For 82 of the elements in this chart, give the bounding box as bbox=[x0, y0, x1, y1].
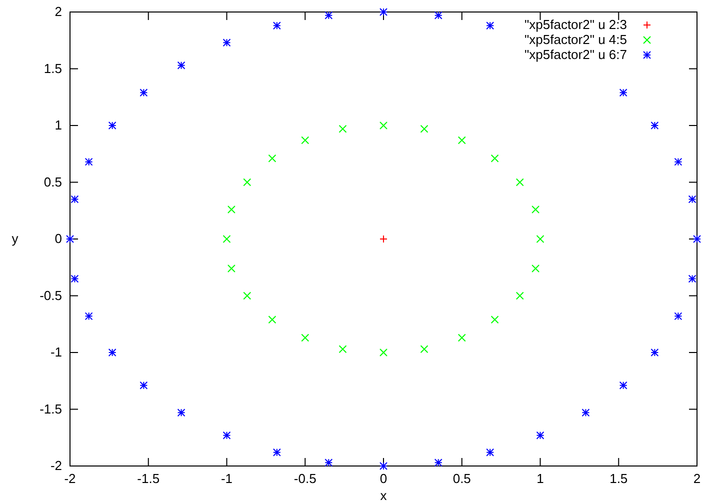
legend-label: "xp5factor2" u 4:5 bbox=[524, 32, 627, 47]
point bbox=[532, 205, 540, 214]
x-tick-label: -0.5 bbox=[294, 471, 316, 486]
x-axis-title: x bbox=[380, 488, 388, 503]
point bbox=[490, 154, 499, 162]
point bbox=[380, 8, 388, 16]
point bbox=[66, 235, 74, 243]
x-tick-label: -1 bbox=[220, 471, 233, 486]
point bbox=[268, 154, 276, 162]
point bbox=[420, 124, 428, 133]
point bbox=[108, 122, 116, 130]
point bbox=[420, 345, 428, 354]
legend-label: "xp5factor2" u 6:7 bbox=[524, 47, 627, 62]
x-tick-label: 2 bbox=[693, 471, 701, 486]
y-tick-label: -0.5 bbox=[40, 288, 62, 303]
point bbox=[490, 316, 499, 324]
point bbox=[688, 274, 696, 283]
point bbox=[324, 458, 333, 467]
point bbox=[222, 235, 231, 243]
point bbox=[222, 38, 231, 47]
y-tick-label: -2 bbox=[50, 458, 62, 474]
point bbox=[486, 448, 494, 456]
y-tick-label: 0 bbox=[54, 231, 62, 246]
x-tick-label: 0.5 bbox=[452, 471, 471, 486]
point bbox=[619, 381, 628, 390]
point bbox=[619, 88, 628, 97]
point bbox=[536, 235, 544, 243]
y-tick-label: -1.5 bbox=[40, 401, 62, 416]
y-tick-label: 2 bbox=[54, 4, 62, 20]
x-tick-label: -1.5 bbox=[137, 471, 160, 486]
y-tick-label: 1.5 bbox=[44, 60, 62, 76]
point bbox=[536, 431, 544, 440]
x-tick-label: 0 bbox=[380, 471, 388, 486]
point bbox=[222, 431, 231, 440]
point bbox=[70, 195, 79, 204]
point bbox=[650, 122, 659, 130]
point bbox=[582, 408, 590, 417]
point bbox=[272, 22, 281, 30]
point bbox=[177, 408, 186, 417]
point bbox=[272, 448, 281, 456]
point bbox=[486, 22, 494, 30]
point bbox=[227, 264, 236, 273]
point bbox=[243, 292, 252, 300]
point bbox=[380, 122, 388, 130]
point bbox=[688, 195, 696, 204]
point bbox=[140, 381, 148, 390]
y-axis-title: y bbox=[12, 231, 19, 246]
point bbox=[243, 178, 252, 186]
point bbox=[674, 312, 682, 320]
y-tick-label: 0.5 bbox=[44, 174, 62, 190]
point bbox=[301, 136, 310, 144]
point bbox=[532, 264, 540, 273]
point bbox=[458, 136, 466, 144]
point bbox=[380, 462, 388, 470]
point bbox=[324, 11, 333, 20]
point bbox=[338, 124, 347, 133]
point bbox=[268, 316, 276, 324]
point bbox=[177, 61, 186, 70]
point bbox=[516, 292, 524, 300]
y-tick-label: -1 bbox=[50, 344, 62, 360]
point bbox=[434, 11, 442, 20]
point bbox=[516, 178, 524, 186]
point bbox=[380, 348, 388, 356]
point bbox=[140, 88, 148, 97]
point bbox=[301, 334, 310, 342]
point bbox=[227, 205, 236, 214]
point bbox=[380, 235, 388, 243]
point bbox=[108, 348, 116, 356]
legend-label: "xp5factor2" u 2:3 bbox=[524, 17, 627, 32]
x-tick-label: 1 bbox=[536, 471, 544, 486]
point bbox=[338, 345, 347, 354]
y-tick-label: 1 bbox=[54, 118, 62, 133]
point bbox=[693, 235, 701, 243]
x-tick-label: -2 bbox=[64, 471, 76, 486]
point bbox=[84, 158, 93, 166]
point bbox=[458, 334, 466, 342]
point bbox=[84, 312, 93, 320]
x-tick-label: 1.5 bbox=[610, 471, 628, 486]
point bbox=[650, 348, 659, 356]
point bbox=[70, 274, 79, 283]
point bbox=[674, 158, 682, 166]
point bbox=[434, 458, 442, 467]
